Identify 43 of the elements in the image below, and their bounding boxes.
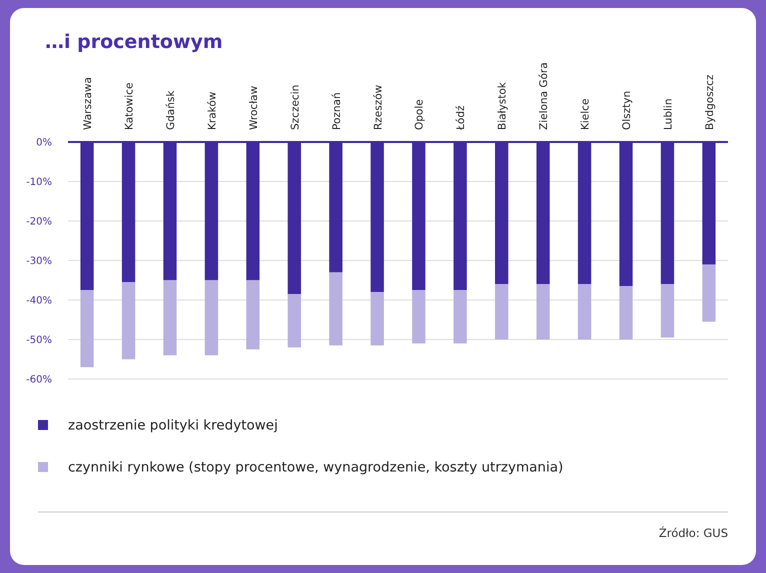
y-tick-label: -30% (26, 256, 52, 267)
bar (204, 280, 218, 356)
x-tick-label: Białystok (496, 81, 509, 130)
x-tick-label: Rzeszów (372, 84, 384, 130)
y-tick-label: 0% (36, 138, 52, 148)
bar (80, 290, 94, 368)
x-tick-label: Wrocław (248, 85, 260, 130)
y-tick-label: -60% (26, 374, 52, 386)
bar (660, 284, 674, 338)
bar (329, 272, 342, 346)
x-tick-label: Warszawa (82, 77, 94, 130)
x-tick-label: Lublin (662, 98, 674, 130)
y-tick-label: -10% (26, 177, 52, 188)
x-tick-label: Bydgoszcz (704, 74, 716, 130)
x-tick-label: Kraków (206, 91, 218, 130)
x-tick-label: Gdańsk (164, 90, 177, 130)
bar (619, 286, 633, 340)
x-tick-label: Olsztyn (621, 90, 634, 130)
chart-title: …i procentowym (45, 31, 223, 53)
bar (163, 280, 177, 356)
bar (495, 284, 508, 340)
x-tick-label: Poznań (330, 92, 343, 130)
text: Źródło: GUS (658, 526, 728, 540)
bar (288, 294, 301, 348)
y-tick-label: -20% (26, 216, 52, 228)
bar (702, 264, 716, 322)
bar (246, 280, 260, 350)
bar (412, 290, 426, 344)
x-tick-label: Szczecin (289, 84, 302, 130)
bar (370, 292, 384, 346)
y-tick-label: -50% (26, 335, 52, 346)
x-tick-label: Zielona Góra (538, 62, 550, 130)
x-tick-label: Katowice (124, 82, 136, 130)
legend-label: zaostrzenie polityki kredytowej (68, 418, 278, 434)
bar (578, 284, 592, 340)
x-tick-label: Łódź (455, 105, 468, 131)
y-tick-label: -40% (26, 296, 52, 306)
bar (454, 290, 467, 344)
legend-label: czynniki rynkowe (stopy procentowe, wynagrodzenie, koszty utrzymania) (68, 460, 564, 476)
x-tick-label: Opole (414, 99, 426, 130)
bar (122, 282, 136, 360)
bar (536, 284, 550, 340)
x-tick-label: Kielce (580, 98, 592, 130)
